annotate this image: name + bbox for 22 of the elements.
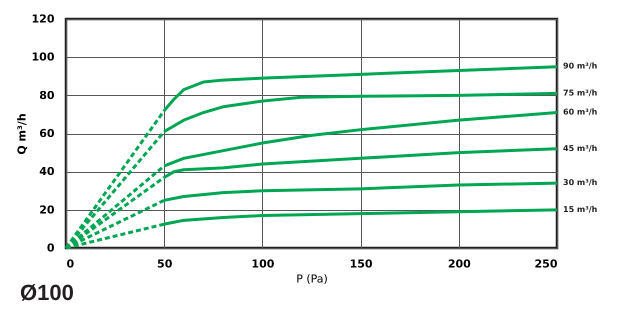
- y-axis-title: Q m³/h: [16, 113, 29, 155]
- series-label: 90 m³/h: [563, 62, 598, 71]
- y-tick-label: 60: [39, 127, 55, 140]
- y-tick-label: 80: [39, 88, 55, 102]
- x-axis-title: P (Pa): [296, 272, 328, 286]
- x-tick-label: 0: [66, 258, 74, 270]
- x-tick-label: 150: [350, 258, 373, 270]
- series-label: 30 m³/h: [563, 178, 598, 188]
- y-tick-label: 20: [39, 203, 55, 216]
- y-tick-label: 120: [32, 12, 55, 26]
- x-tick-label: 250: [534, 258, 558, 270]
- x-tick-label: 100: [251, 258, 275, 270]
- y-tick-label: 0: [46, 242, 55, 254]
- text: Ø100: [20, 280, 74, 306]
- series-label: 15 m³/h: [563, 204, 598, 214]
- x-tick-label: 200: [448, 258, 472, 270]
- series-label: 75 m³/h: [563, 88, 598, 98]
- x-tick-label: 50: [157, 258, 173, 270]
- series-label: 60 m³/h: [563, 108, 598, 117]
- y-tick-label: 40: [39, 165, 55, 178]
- series-label: 45 m³/h: [563, 144, 598, 153]
- y-tick-label: 100: [32, 50, 55, 64]
